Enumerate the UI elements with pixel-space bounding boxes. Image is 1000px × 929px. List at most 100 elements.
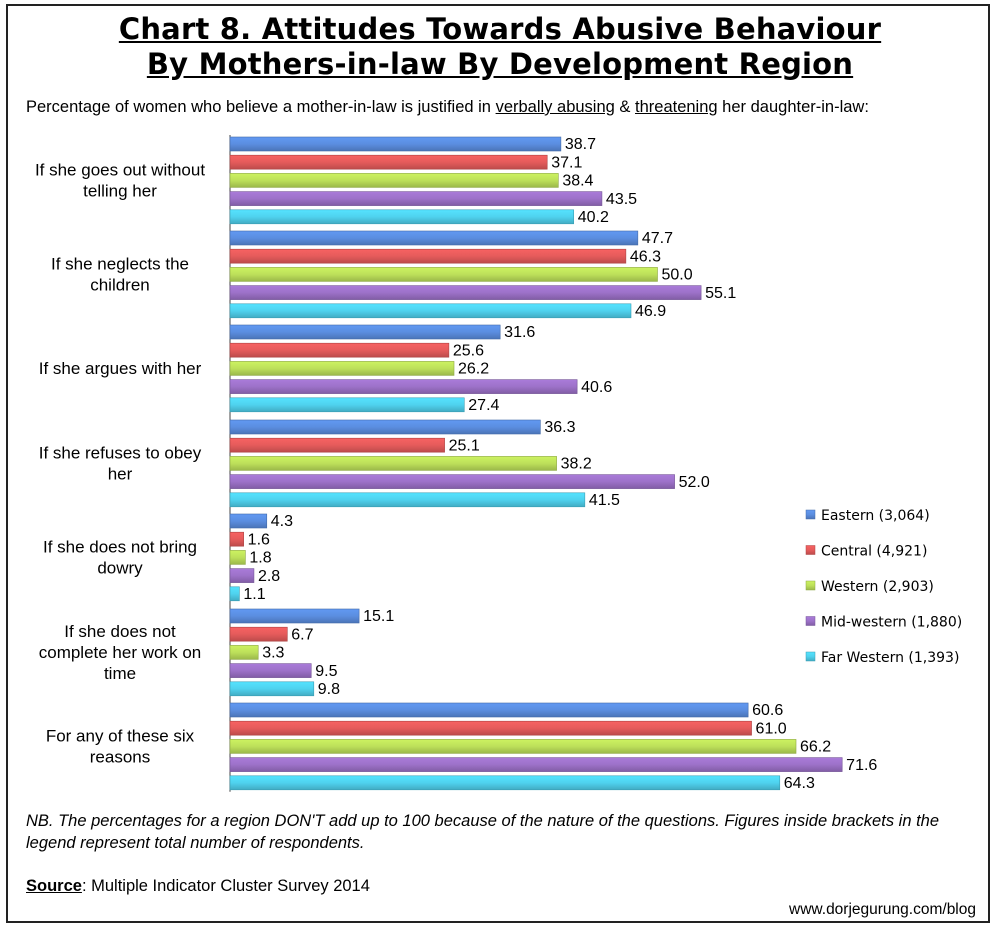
bar-0-4 [229, 209, 575, 225]
source-label: Source [26, 877, 82, 895]
bar-5-4 [229, 681, 315, 697]
data-label-5-3: 9.5 [315, 663, 337, 680]
category-label-5-0: If she does not [64, 622, 176, 641]
data-label-6-0: 60.6 [752, 702, 783, 719]
data-label-1-3: 55.1 [705, 285, 736, 302]
data-label-3-4: 41.5 [589, 492, 620, 509]
data-label-4-0: 4.3 [271, 513, 293, 530]
bar-5-2 [229, 645, 259, 660]
data-label-5-4: 9.8 [318, 681, 340, 698]
data-label-6-4: 64.3 [784, 775, 815, 792]
chart-frame [6, 4, 990, 923]
bar-1-2 [229, 267, 658, 282]
data-label-2-1: 25.6 [453, 342, 484, 359]
legend-swatch-1 [805, 545, 816, 555]
subtitle-underlined-2: threatening [635, 98, 718, 116]
data-label-3-0: 36.3 [544, 419, 575, 436]
bar-2-1 [229, 342, 450, 358]
website-credit: www.dorjegurung.com/blog [789, 901, 976, 918]
data-label-0-1: 37.1 [551, 154, 582, 171]
data-label-2-3: 40.6 [581, 379, 612, 396]
category-label-5-1: complete her work on [39, 643, 202, 662]
bar-4-2 [229, 550, 246, 565]
bar-3-1 [229, 437, 445, 453]
data-label-4-4: 1.1 [243, 586, 265, 603]
chart-subtitle: Percentage of women who believe a mother… [26, 98, 869, 117]
legend-label-3: Mid-western (1,880) [821, 615, 962, 631]
bar-1-1 [229, 248, 627, 264]
bar-1-3 [229, 285, 702, 300]
data-label-3-1: 25.1 [449, 437, 480, 454]
footnote: NB. The percentages for a region DON'T a… [26, 812, 940, 852]
bar-0-3 [229, 191, 603, 206]
data-label-6-2: 66.2 [800, 739, 831, 756]
category-label-3-0: If she refuses to obey [39, 443, 202, 462]
category-label-3-1: her [108, 464, 133, 483]
bar-6-1 [229, 720, 752, 736]
category-label-0-0: If she goes out without [35, 160, 205, 179]
chart-title-line1: Chart 8. Attitudes Towards Abusive Behav… [118, 12, 882, 46]
category-label-4-0: If she does not bring [43, 537, 197, 556]
bar-4-4 [229, 586, 240, 602]
bar-5-0 [229, 608, 360, 624]
data-label-6-1: 61.0 [756, 720, 787, 737]
data-label-1-2: 50.0 [662, 267, 693, 284]
category-label-1-1: children [90, 275, 150, 294]
data-label-6-3: 71.6 [846, 757, 877, 774]
data-label-5-1: 6.7 [291, 626, 313, 643]
bar-5-3 [229, 663, 312, 678]
bar-1-0 [229, 230, 639, 246]
data-label-4-1: 1.6 [248, 531, 270, 548]
legend-label-0: Eastern (3,064) [821, 508, 930, 524]
bar-5-1 [229, 626, 288, 642]
bar-3-3 [229, 474, 675, 489]
bar-2-4 [229, 397, 465, 413]
category-label-4-1: dowry [97, 558, 143, 577]
bar-6-4 [229, 775, 781, 791]
bar-3-4 [229, 492, 586, 508]
bar-4-3 [229, 568, 255, 583]
legend-swatch-3 [805, 616, 816, 626]
data-label-1-1: 46.3 [630, 248, 661, 265]
data-label-2-2: 26.2 [458, 361, 489, 378]
subtitle-pre: Percentage of women who believe a mother… [26, 98, 496, 116]
subtitle-underlined-1: verbally abusing [495, 98, 615, 116]
data-label-0-2: 38.4 [562, 173, 593, 190]
data-label-0-3: 43.5 [606, 191, 637, 208]
bar-6-2 [229, 739, 797, 754]
bar-2-2 [229, 361, 455, 376]
bar-3-0 [229, 419, 541, 435]
category-label-6-0: For any of these six [46, 726, 195, 745]
legend-label-1: Central (4,921) [821, 544, 927, 560]
data-label-2-0: 31.6 [504, 324, 535, 341]
bar-1-4 [229, 303, 632, 319]
bar-4-1 [229, 531, 244, 547]
data-label-4-2: 1.8 [249, 550, 271, 567]
data-label-5-2: 3.3 [262, 645, 284, 662]
legend-swatch-0 [805, 509, 816, 520]
source-line: Source: Multiple Indicator Cluster Surve… [26, 877, 370, 896]
bar-6-0 [229, 702, 749, 718]
subtitle-post: her daughter-in-law: [717, 98, 869, 116]
data-label-3-3: 52.0 [679, 474, 710, 491]
data-label-3-2: 38.2 [561, 456, 592, 473]
data-label-0-4: 40.2 [578, 209, 609, 226]
data-label-1-0: 47.7 [642, 230, 673, 247]
category-label-6-1: reasons [90, 747, 150, 766]
data-label-0-0: 38.7 [565, 136, 596, 153]
legend-label-4: Far Western (1,393) [821, 650, 959, 666]
bar-0-2 [229, 173, 559, 188]
legend-swatch-2 [805, 580, 816, 591]
bar-6-3 [229, 757, 843, 772]
category-label-0-1: telling her [83, 181, 157, 200]
category-label-1-0: If she neglects the [51, 254, 189, 273]
chart-title-line2: By Mothers-in-law By Development Region [146, 47, 854, 81]
bar-4-0 [229, 513, 268, 529]
data-label-2-4: 27.4 [468, 397, 499, 414]
bar-2-0 [229, 324, 501, 340]
bar-2-3 [229, 379, 578, 394]
bar-3-2 [229, 456, 557, 471]
data-label-1-4: 46.9 [635, 303, 666, 320]
bar-0-0 [229, 136, 562, 152]
